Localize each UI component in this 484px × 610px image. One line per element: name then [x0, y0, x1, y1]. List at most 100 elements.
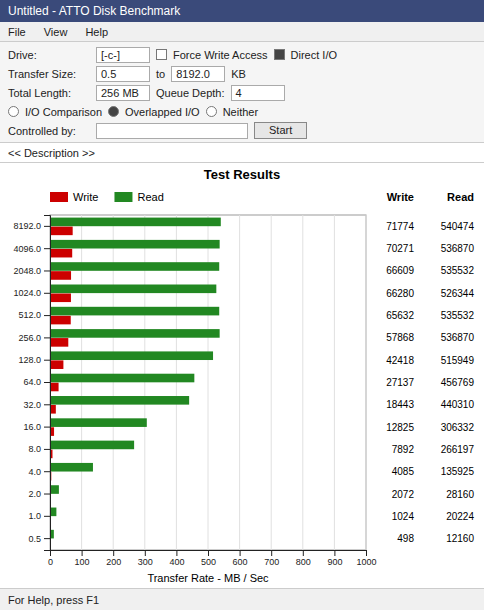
tick: 32.0 [23, 400, 50, 410]
data-label: 536870 [441, 243, 475, 254]
panel-row: Transfer Size:0.5to8192.0KB [8, 64, 476, 83]
data-label: 4085 [392, 466, 415, 477]
bar [50, 271, 71, 280]
tick-label: 1024.0 [13, 288, 41, 298]
bar-series [50, 227, 73, 548]
tick-mark [208, 550, 209, 556]
tick-label: 1.0 [28, 511, 41, 521]
tick-label: 32.0 [23, 400, 41, 410]
tick: 1024.0 [13, 288, 50, 298]
tick-label: 2.0 [28, 489, 41, 499]
data-label: 20224 [446, 511, 474, 522]
grid-line [239, 215, 240, 550]
bar [50, 240, 220, 249]
tick-mark [44, 270, 50, 271]
tick-mark [44, 494, 50, 495]
tick-mark [271, 550, 272, 556]
start-button[interactable]: Start [254, 122, 307, 139]
radio-button[interactable] [8, 106, 19, 117]
data-label: 1024 [392, 511, 415, 522]
tick-label: 512.0 [18, 310, 41, 320]
status-text: For Help, press F1 [8, 594, 99, 606]
data-label: 12160 [446, 533, 474, 544]
panel-row: Total Length:256 MBQueue Depth:4 [8, 83, 476, 102]
menu-item[interactable]: View [44, 26, 68, 38]
tick-label: 400 [169, 557, 184, 567]
tick-label: 8.0 [28, 444, 41, 454]
tick-mark [44, 404, 50, 405]
tick: 0 [48, 550, 53, 567]
radio-button[interactable] [108, 106, 119, 117]
legend-label: Read [137, 191, 163, 203]
tick: 2048.0 [13, 266, 50, 276]
controlled-select[interactable] [96, 123, 248, 139]
panel-row: Controlled by: Start [8, 121, 476, 140]
data-label: 535532 [441, 310, 475, 321]
bar [50, 218, 221, 227]
data-label: 266197 [441, 444, 475, 455]
drive-select[interactable]: [-c-] [96, 47, 150, 63]
tick: 900 [327, 550, 342, 567]
panel-row: I/O ComparisonOverlapped I/ONeither [8, 102, 476, 121]
data-label: 57868 [386, 332, 414, 343]
size-to-select[interactable]: 8192.0 [171, 66, 225, 82]
data-label: 70271 [386, 243, 414, 254]
checkbox[interactable] [274, 49, 285, 60]
tick: 800 [296, 550, 311, 567]
tick: 512.0 [18, 310, 50, 320]
chart-title: Test Results [204, 167, 280, 182]
tick-mark [44, 516, 50, 517]
tick-label: 700 [264, 557, 279, 567]
field-label: to [156, 68, 165, 80]
data-label: 536870 [441, 332, 475, 343]
legend: WriteRead [50, 191, 164, 203]
menu-item[interactable]: File [8, 26, 26, 38]
axis-line [51, 551, 367, 557]
field-label: Drive: [8, 49, 90, 61]
tick-mark [82, 550, 83, 556]
grid-line [334, 215, 335, 550]
tick-label: 4.0 [28, 467, 41, 477]
tick: 16.0 [23, 422, 50, 432]
tick-mark [44, 226, 50, 227]
menu-item[interactable]: Help [85, 26, 108, 38]
grid-line [366, 215, 367, 550]
tick: 2.0 [28, 489, 50, 499]
checkbox[interactable] [156, 49, 167, 60]
bar [50, 463, 93, 472]
title-bar: Untitled - ATTO Disk Benchmark [0, 0, 484, 22]
radio-button[interactable] [206, 106, 217, 117]
tick-label: 2048.0 [13, 266, 41, 276]
field-label: Controlled by: [8, 125, 90, 137]
y-axis: 0.51.02.04.08.016.032.064.0128.0256.0512… [13, 216, 50, 551]
tick-mark [44, 337, 50, 338]
tick-mark [334, 550, 335, 556]
tick-label: 128.0 [18, 355, 41, 365]
tick-mark [44, 293, 50, 294]
tick-label: 256.0 [18, 333, 41, 343]
grid [50, 215, 366, 550]
tick-label: 800 [296, 557, 311, 567]
data-label: 71774 [386, 221, 414, 232]
bar [50, 485, 59, 494]
bar [50, 351, 213, 360]
bar [50, 338, 68, 347]
menu-bar: File View Help [0, 22, 484, 42]
bar [50, 262, 219, 271]
size-from-select[interactable]: 0.5 [96, 66, 150, 82]
length-select[interactable]: 256 MB [96, 85, 150, 101]
data-label: 18443 [386, 399, 414, 410]
axis-line [44, 216, 51, 551]
radio-label: Neither [223, 106, 258, 118]
tick-label: 0 [48, 557, 53, 567]
field-label: KB [231, 68, 246, 80]
tick-mark [44, 538, 50, 539]
status-bar: For Help, press F1 [0, 588, 484, 610]
description-text: << Description >> [8, 147, 95, 159]
control-panel: Drive:[-c-]Force Write AccessDirect I/OT… [0, 42, 484, 143]
queue-select[interactable]: 4 [231, 85, 285, 101]
tick-mark [44, 382, 50, 383]
tick-mark [44, 315, 50, 316]
tick-label: 4096.0 [13, 244, 41, 254]
tick-label: 200 [106, 557, 121, 567]
